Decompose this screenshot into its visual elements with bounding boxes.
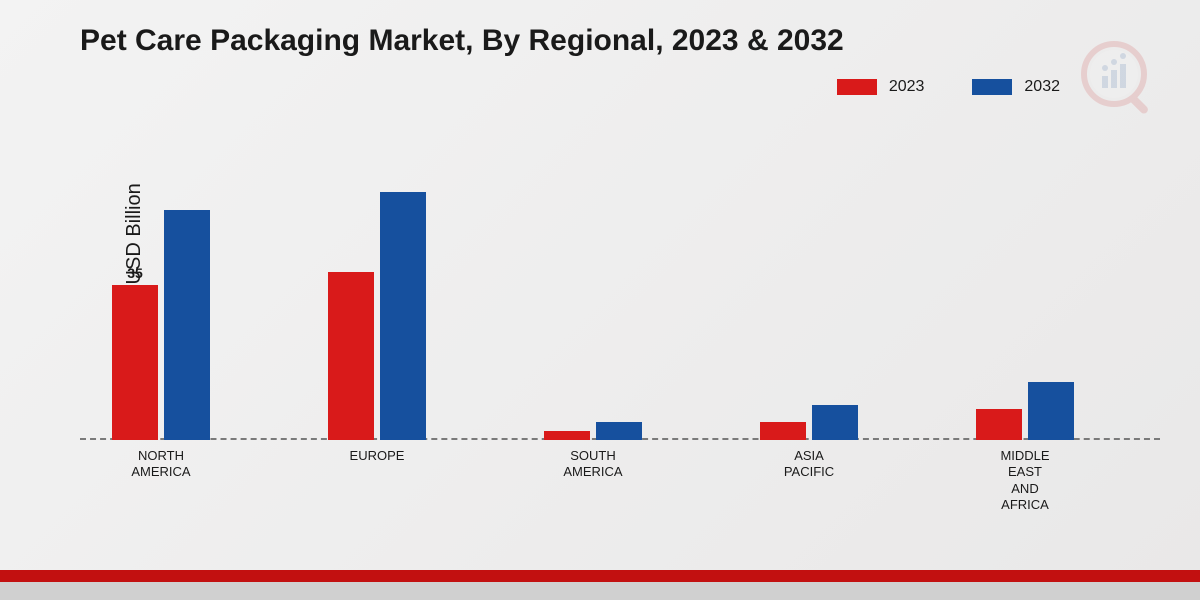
bar-2023: [544, 431, 590, 440]
brand-logo-icon: [1080, 40, 1160, 125]
bar-group: [945, 382, 1105, 440]
bar-2023: 35: [112, 285, 158, 440]
legend-label-2023: 2023: [889, 78, 925, 96]
bar-group: [513, 422, 673, 440]
bar-2032: [1028, 382, 1074, 440]
bar-group: [729, 405, 889, 440]
bar-group: 35: [81, 210, 241, 440]
category-label: NORTH AMERICA: [81, 448, 241, 481]
category-label: ASIA PACIFIC: [729, 448, 889, 481]
category-label: MIDDLE EAST AND AFRICA: [945, 448, 1105, 513]
chart-canvas: Pet Care Packaging Market, By Regional, …: [0, 0, 1200, 600]
x-axis-labels: NORTH AMERICA EUROPE SOUTH AMERICA ASIA PAC…: [80, 440, 1160, 520]
category-label: SOUTH AMERICA: [513, 448, 673, 481]
legend: 2023 2032: [837, 78, 1060, 96]
bar-2032: [164, 210, 210, 440]
bar-2023: [760, 422, 806, 440]
bar-2032: [596, 422, 642, 440]
category-label: EUROPE: [297, 448, 457, 464]
bar-2032: [812, 405, 858, 440]
legend-swatch-2032: [972, 79, 1012, 95]
bar-2023: [328, 272, 374, 440]
legend-label-2032: 2032: [1024, 78, 1060, 96]
legend-item-2023: 2023: [837, 78, 925, 96]
bar-2023: [976, 409, 1022, 440]
chart-title: Pet Care Packaging Market, By Regional, …: [80, 24, 844, 58]
bar-value-label: 35: [127, 265, 143, 281]
footer-grey-bar: [0, 582, 1200, 600]
legend-swatch-2023: [837, 79, 877, 95]
bar-2032: [380, 192, 426, 440]
plot-area: 35: [80, 130, 1160, 440]
bar-group: [297, 192, 457, 440]
legend-item-2032: 2032: [972, 78, 1060, 96]
